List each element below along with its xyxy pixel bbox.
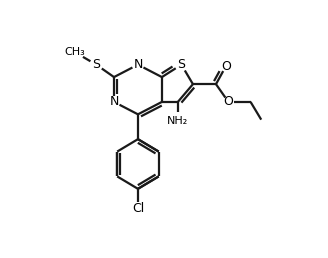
Text: Cl: Cl [132,202,144,215]
Text: O: O [221,60,231,73]
Text: NH₂: NH₂ [167,116,189,126]
Text: N: N [109,95,119,108]
Text: S: S [92,58,100,71]
Text: O: O [223,95,233,108]
Text: S: S [177,58,185,71]
Text: CH₃: CH₃ [65,47,85,57]
Text: N: N [133,58,143,71]
